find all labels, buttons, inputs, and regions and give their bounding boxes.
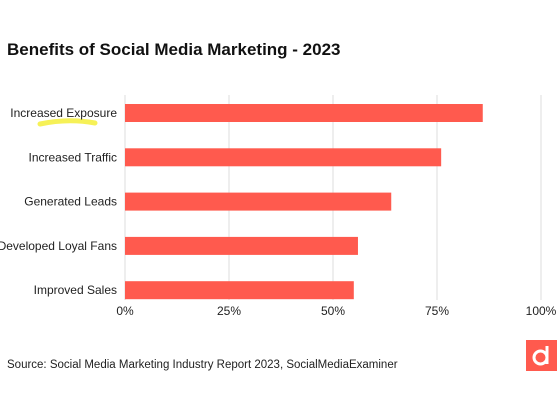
category-label-2: Generated Leads xyxy=(24,195,117,209)
d-logo-icon xyxy=(526,340,557,371)
x-tick-label-1: 25% xyxy=(217,304,241,318)
highlighter-stroke xyxy=(37,118,98,127)
category-label-0: Increased Exposure xyxy=(10,106,117,120)
bar-4 xyxy=(125,281,354,300)
x-tick-label-2: 50% xyxy=(321,304,345,318)
tick-labels: 0% 25% 50% 75% 100% xyxy=(116,304,556,318)
category-labels: Increased Exposure Increased Traffic Gener… xyxy=(0,106,117,297)
x-tick-label-4: 100% xyxy=(526,304,557,318)
bar-0 xyxy=(125,104,483,122)
bar-3 xyxy=(125,236,358,255)
bar-1 xyxy=(125,148,442,167)
source-note: Source: Social Media Marketing Industry … xyxy=(7,359,398,371)
bar-2 xyxy=(125,192,392,211)
category-label-3: Developed Loyal Fans xyxy=(0,239,117,253)
highlight-mark xyxy=(37,118,98,127)
bar-chart: Increased Exposure Increased Traffic Gener… xyxy=(0,95,557,318)
category-label-4: Improved Sales xyxy=(34,283,117,297)
category-label-1: Increased Traffic xyxy=(29,150,118,164)
chart-title: Benefits of Social Media Marketing - 202… xyxy=(7,40,341,59)
x-tick-label-0: 0% xyxy=(116,304,134,318)
bars xyxy=(125,104,483,300)
x-tick-label-3: 75% xyxy=(425,304,449,318)
